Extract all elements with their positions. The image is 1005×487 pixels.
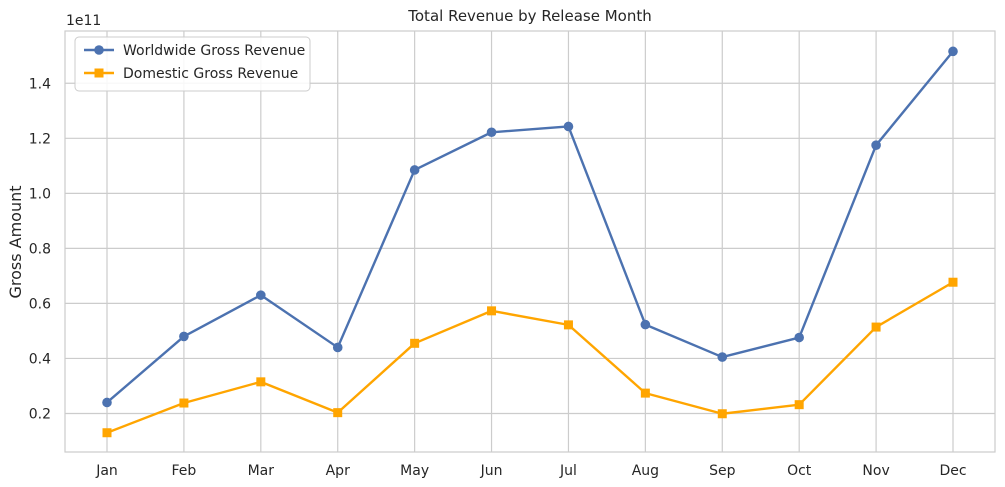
data-point-circle xyxy=(102,397,112,408)
data-point-circle xyxy=(256,290,266,300)
x-tick-label: Oct xyxy=(787,463,812,479)
legend-box xyxy=(74,36,311,92)
x-tick-label: Feb xyxy=(172,463,197,479)
series-lines xyxy=(102,46,958,438)
data-point-square xyxy=(256,377,266,387)
y-tick-label: 1.4 xyxy=(29,76,51,92)
data-point-square xyxy=(179,398,189,408)
y-tick-label: 1.2 xyxy=(29,131,51,147)
series-line-2 xyxy=(106,281,954,434)
x-tick-label: Jul xyxy=(559,463,577,479)
y-tick-label: 0.4 xyxy=(29,351,51,367)
legend-label-2: Domestic Gross Revenue xyxy=(123,66,298,82)
data-point-square xyxy=(487,306,497,316)
data-point-circle xyxy=(717,352,728,362)
axis-ticks: Jan Feb Mar Apr May Jun Jul Aug Sep Oct Nov Dec 0.2 0… xyxy=(29,76,967,479)
data-point-circle xyxy=(409,165,420,175)
data-point-square xyxy=(410,338,420,348)
data-point-square xyxy=(871,322,881,332)
data-point-square xyxy=(717,409,727,419)
series-line-1 xyxy=(106,50,954,404)
data-point-square xyxy=(102,428,112,438)
data-point-square xyxy=(640,388,650,398)
chart-title: Total Revenue by Release Month xyxy=(407,7,651,25)
grid xyxy=(65,31,995,452)
data-point-circle xyxy=(794,332,804,343)
data-point-square xyxy=(563,320,573,330)
x-tick-label: Apr xyxy=(326,463,350,479)
data-point-circle xyxy=(948,46,958,57)
data-point-square xyxy=(333,408,343,418)
data-point-circle xyxy=(871,140,881,150)
legend: Worldwide Gross Revenue Domestic Gross Re… xyxy=(74,36,311,92)
x-tick-label: Dec xyxy=(939,463,966,479)
data-point-circle xyxy=(179,331,189,342)
data-point-square xyxy=(794,400,804,410)
x-tick-label: May xyxy=(400,463,429,479)
x-tick-label: Aug xyxy=(632,463,659,479)
x-tick-label: Sep xyxy=(709,463,736,479)
y-axis-title: Gross Amount xyxy=(6,185,25,298)
data-point-circle xyxy=(640,319,651,330)
x-tick-label: Jun xyxy=(480,463,503,479)
y-tick-label: 0.6 xyxy=(29,296,51,312)
y-axis-offset-label: 1e11 xyxy=(66,13,101,29)
data-point-circle xyxy=(332,342,343,353)
x-tick-label: Mar xyxy=(248,463,275,479)
data-point-square xyxy=(948,277,958,287)
y-tick-label: 0.2 xyxy=(29,406,51,422)
legend-marker-square xyxy=(94,68,104,78)
y-tick-label: 1.0 xyxy=(29,186,51,202)
y-tick-label: 0.8 xyxy=(29,241,51,257)
data-point-circle xyxy=(563,121,574,132)
data-point-circle xyxy=(486,127,497,138)
x-tick-label: Nov xyxy=(862,463,889,479)
x-tick-label: Jan xyxy=(95,463,118,479)
legend-label-1: Worldwide Gross Revenue xyxy=(123,43,305,59)
legend-marker-circle xyxy=(94,45,104,55)
plot-frame xyxy=(64,30,996,453)
